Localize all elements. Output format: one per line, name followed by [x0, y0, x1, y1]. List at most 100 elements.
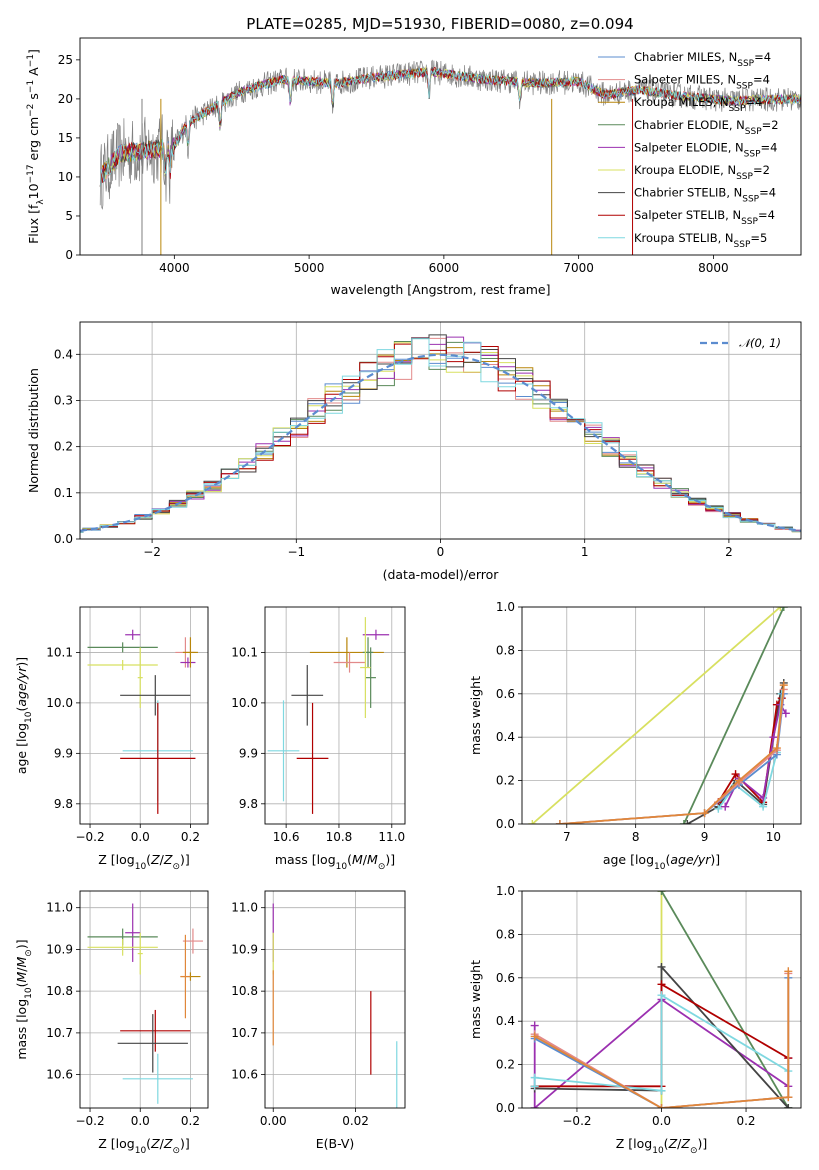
x-axis-label: Z [log10(Z/Z⊙)]: [98, 1136, 190, 1156]
y-tick-label: 0.2: [496, 1058, 515, 1072]
data-point: [333, 652, 366, 673]
y-tick-label: 10.6: [231, 1068, 258, 1082]
x-axis-label: age [log10(age/yr)]: [603, 852, 720, 872]
x-tick-label: 8000: [698, 261, 729, 275]
weight-line: [534, 971, 790, 1108]
y-tick-label: 0.3: [54, 393, 73, 407]
x-tick-label: 0.0: [131, 1114, 150, 1128]
y-tick-label: 9.8: [54, 797, 73, 811]
data-point: [180, 934, 191, 1019]
y-tick-label: 10.7: [46, 1026, 73, 1040]
weight-marker: [784, 1093, 793, 1102]
weight-marker: [683, 820, 692, 824]
y-tick-label: 0.0: [496, 817, 515, 831]
weight-marker: [721, 802, 730, 811]
weight-series: [530, 967, 793, 1108]
weight-marker: [714, 804, 723, 813]
age-vs-mass-plot-area: [267, 617, 390, 814]
mass-weight-vs-z-panel: −0.2 0.0 0.2 0.0 0.2 0.4 0.6 0.8 1.0 Z [log10(Z/Z…: [468, 884, 802, 1156]
legend-label: 𝒩(0, 1): [739, 336, 781, 350]
data-point: [365, 647, 376, 708]
data-point: [182, 637, 198, 668]
y-tick-label: 11.0: [46, 901, 73, 915]
axes-frame: [79, 321, 802, 540]
weight-marker: [679, 820, 688, 824]
mass-vs-ebv-plot-area: [272, 903, 398, 1108]
x-tick-label: −0.2: [75, 830, 104, 844]
x-tick-label: 1: [581, 545, 589, 559]
y-tick-label: 10.1: [231, 645, 258, 659]
x-tick-label: −1: [287, 545, 305, 559]
axes-frame: [521, 606, 802, 825]
data-point: [360, 617, 371, 719]
weight-marker: [657, 991, 666, 1000]
y-tick-label: 0.4: [54, 347, 73, 361]
legend-label: Chabrier STELIB, NSSP=4: [634, 186, 776, 205]
weight-marker: [700, 809, 709, 818]
y-tick-label: 0.2: [54, 440, 73, 454]
weight-marker: [530, 1032, 539, 1041]
weight-marker: [528, 820, 537, 824]
weight-series: [528, 607, 785, 824]
x-tick-label: 10.8: [326, 830, 353, 844]
residuals-panel: −2 −1 0 1 2 0.0 0.1 0.2 0.3 0.4 𝒩(0, 1) (data-model…: [26, 321, 802, 582]
y-tick-label: 10.8: [231, 984, 258, 998]
x-tick-label: −0.2: [75, 1114, 104, 1128]
y-tick-label: 10.9: [46, 942, 73, 956]
y-tick-label: 0.0: [496, 1101, 515, 1115]
axes-frame: [264, 606, 406, 825]
x-tick-label: 0.0: [652, 1114, 671, 1128]
mass-vs-z-panel: −0.2 0.0 0.2 10.6 10.7 10.8 10.9 11.0 Z [log10(Z…: [14, 890, 209, 1156]
y-tick-label: 25: [58, 53, 73, 67]
x-axis-label: mass [log10(M/M⊙)]: [275, 852, 395, 872]
x-tick-label: 7: [563, 830, 571, 844]
mass-vs-ebv-panel: 0.00 0.02 10.6 10.7 10.8 10.9 11.0 E(B-V): [231, 890, 406, 1151]
y-tick-label: 10.9: [231, 942, 258, 956]
data-point: [125, 629, 141, 640]
age-vs-mass-panel: 10.6 10.8 11.0 9.8 9.9 10.0 10.1 mass [log10(M/…: [231, 606, 406, 872]
weight-marker: [769, 733, 778, 742]
x-axis-label: Z [log10(Z/Z⊙)]: [98, 852, 190, 872]
weight-marker: [784, 967, 793, 976]
data-point: [125, 903, 141, 962]
x-tick-label: 5000: [294, 261, 325, 275]
spectrum-plot-area: [99, 59, 801, 255]
x-tick-label: −0.2: [562, 1114, 591, 1128]
legend-label: Salpeter MILES, NSSP=4: [634, 73, 770, 92]
weight-series: [555, 681, 788, 824]
weight-marker: [657, 980, 666, 989]
mass-weight-vs-age-panel: 7 8 9 10 0.0 0.2 0.4 0.6 0.8 1.0 age [log10(age/yr…: [468, 600, 802, 872]
y-tick-label: 0.1: [54, 486, 73, 500]
data-point: [120, 702, 196, 814]
y-tick-label: 0.8: [496, 927, 515, 941]
y-tick-label: 0.6: [496, 971, 515, 985]
weight-line: [531, 607, 781, 824]
y-tick-label: 10.0: [46, 696, 73, 710]
x-tick-label: 0.2: [181, 1114, 200, 1128]
x-tick-label: −2: [143, 545, 161, 559]
y-tick-label: 20: [58, 92, 73, 106]
y-tick-label: 1.0: [496, 600, 515, 614]
data-point: [120, 1009, 191, 1052]
data-point: [180, 657, 196, 668]
spectrum-panel: 4000 5000 6000 7000 8000 0 5 10 15 20 25 Chabrier M…: [26, 37, 802, 297]
axes-frame: [79, 890, 209, 1109]
weight-marker: [530, 1104, 539, 1108]
weight-marker: [779, 607, 788, 611]
weight-marker: [657, 1104, 666, 1108]
y-tick-label: 5: [65, 209, 73, 223]
x-tick-label: 2: [725, 545, 733, 559]
residual-legend: 𝒩(0, 1): [700, 336, 781, 350]
y-tick-label: 0.4: [496, 730, 515, 744]
legend-label: Salpeter ELODIE, NSSP=4: [634, 140, 777, 159]
y-axis-label: Flux [fλ10−17 erg cm−2 s−1 A−1]: [26, 49, 46, 244]
data-point: [87, 659, 158, 671]
data-point: [87, 938, 158, 956]
x-tick-label: 0.2: [736, 1114, 755, 1128]
y-tick-label: 10.6: [46, 1068, 73, 1082]
y-tick-label: 15: [58, 131, 73, 145]
y-tick-label: 0.8: [496, 643, 515, 657]
normal-curve: [80, 353, 801, 532]
legend-label: Chabrier ELODIE, NSSP=2: [634, 118, 779, 137]
